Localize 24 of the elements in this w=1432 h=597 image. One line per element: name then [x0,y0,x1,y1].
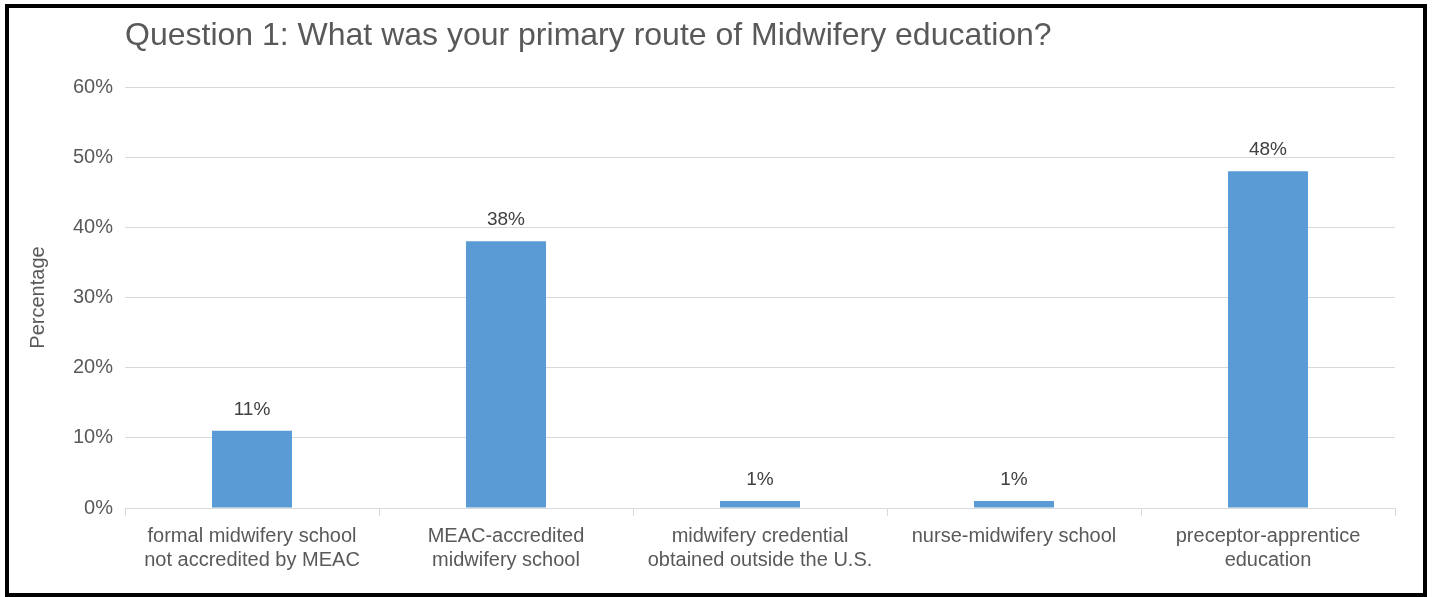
bar [1227,171,1309,508]
bar [466,241,547,508]
bar [720,500,801,508]
y-tick-label: 0% [84,495,114,518]
x-tick-label: formal midwifery school not accredited by MEAC [144,523,360,570]
y-tick-label: 10% [72,425,114,448]
y-tick-label: 60% [72,74,114,97]
y-tick-label: 40% [72,214,114,237]
x-tick-label: preceptor-apprentice education [1175,523,1361,570]
bar [974,500,1055,508]
x-tick-label: nurse-midwifery school [911,523,1117,546]
x-tick-label: MEAC-accredited midwifery school [427,523,585,570]
x-tick-label: midwifery credential obtained outside the U.S. [647,523,873,570]
data-label: 38% [486,208,526,230]
data-label: 1% [746,467,774,489]
data-label: 1% [1000,467,1028,489]
bar [212,430,293,508]
chart-title: Question 1: What was your primary route of Midwifery education? [125,15,1052,52]
y-tick-label: 50% [72,144,114,167]
y-tick-label: 30% [72,285,114,308]
y-tick-label: 20% [72,355,114,378]
data-label: 11% [233,397,271,419]
y-axis-title: Percentage [25,246,48,349]
data-label: 48% [1248,137,1288,159]
